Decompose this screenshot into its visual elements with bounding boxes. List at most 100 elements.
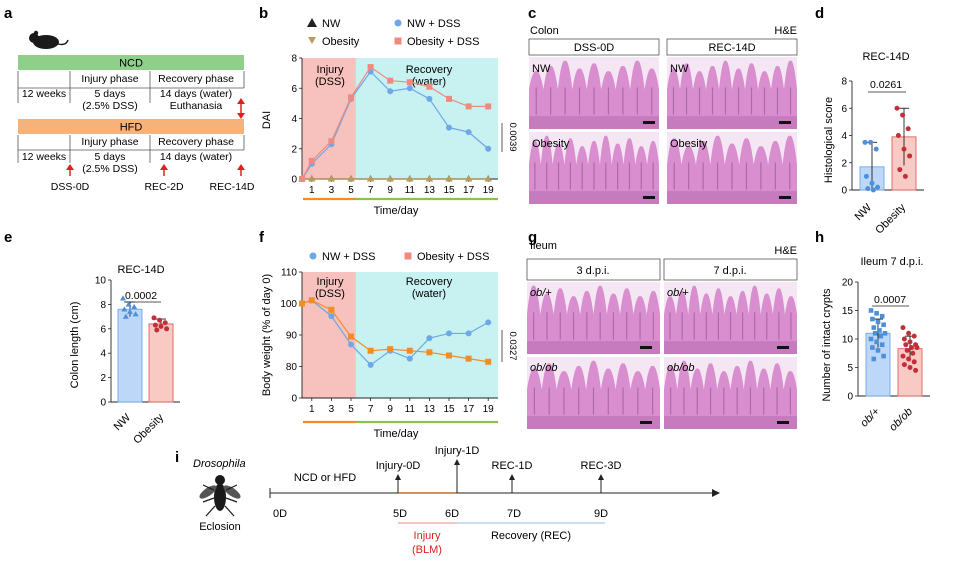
col-header-2: 7 d.p.i.: [713, 265, 746, 277]
x-tick-label: 5: [348, 185, 354, 196]
data-point: [485, 145, 492, 152]
y-tick-label: 15: [842, 306, 854, 317]
pvalue: 0.0002: [125, 290, 157, 302]
data-point: [881, 322, 886, 328]
data-point: [878, 333, 884, 339]
panel-f: f Injury (DSS) Recovery (water) 0 80 90 100…: [259, 229, 518, 440]
tissue-label: Colon: [530, 25, 559, 37]
series-obesity: [298, 175, 492, 182]
x-label-nw: NW: [112, 411, 134, 433]
x-axis-label: Time/day: [374, 428, 419, 440]
y-tick-label: 0: [841, 186, 847, 197]
data-point: [485, 319, 492, 326]
recovery-region: [355, 58, 498, 179]
ncd-weeks: 12 weeks: [22, 88, 66, 100]
injury-region: [302, 272, 356, 398]
data-point: [328, 306, 335, 313]
y-tick-label: 4: [291, 114, 297, 125]
data-point: [446, 330, 452, 337]
data-point: [465, 355, 472, 362]
x-tick-label: 1: [309, 404, 315, 415]
data-point: [872, 331, 878, 336]
data-point: [868, 139, 874, 145]
col-header-1: DSS-0D: [574, 42, 614, 54]
day-5d: 5D: [393, 508, 407, 520]
ncd-recovery-phase: Recovery phase: [158, 73, 234, 85]
recovery-region: [355, 272, 498, 398]
event-arrows-icon: [395, 459, 604, 493]
data-point: [465, 175, 473, 182]
data-point: [485, 103, 492, 110]
data-point: [903, 342, 909, 348]
he-image-nw-0d: [529, 57, 659, 129]
y-axis-label: Body weight (% of day 0): [261, 274, 273, 396]
x-tick-label: 15: [443, 404, 455, 415]
data-point: [913, 367, 919, 373]
y-tick-label: 80: [286, 362, 298, 373]
data-point: [900, 112, 906, 118]
data-point: [308, 157, 315, 164]
y-tick-label: 2: [291, 144, 297, 155]
scale-bars: [640, 346, 789, 424]
event-injury-1d: Injury-1D: [435, 445, 480, 457]
timepoint-arrows-icon: [66, 164, 245, 176]
x-label-obesity: Obesity: [131, 411, 166, 446]
recovery-label: Recovery: [406, 64, 453, 76]
y-tick-label: 20: [842, 278, 854, 289]
panel-letter-e: e: [4, 229, 12, 246]
data-point: [901, 146, 907, 152]
y-tick-label: 0: [100, 398, 106, 409]
data-point: [446, 124, 452, 131]
row-label-ob-1: Obesity: [532, 138, 570, 150]
day-7d: 7D: [507, 508, 521, 520]
series-nw-dss: [299, 68, 492, 182]
x-tick-label: 7: [368, 185, 374, 196]
legend-marker-nw-dss: [394, 19, 402, 27]
x-tick-label: 17: [463, 185, 475, 196]
data-point: [862, 139, 868, 145]
eclosion-label: Eclosion: [199, 521, 241, 533]
y-tick-label: 8: [100, 300, 106, 311]
data-point: [121, 306, 128, 312]
he-image-obob-7d: [664, 357, 797, 429]
panel-d: d REC-14D 0.0261 0 2 4 6 8 Histological scor…: [815, 5, 924, 236]
day-9d: 9D: [594, 508, 608, 520]
data-point: [299, 176, 305, 182]
data-point: [157, 317, 163, 323]
data-point: [868, 336, 874, 342]
pvalue: 0.0327: [507, 331, 518, 360]
data-point: [911, 359, 917, 365]
data-point: [874, 311, 879, 316]
data-point: [865, 186, 871, 192]
recovery-label: Recovery: [406, 276, 453, 288]
legend: NW + DSS Obesity + DSS: [309, 251, 489, 263]
event-rec-3d: REC-3D: [581, 460, 622, 472]
day-0d: 0D: [273, 508, 287, 520]
x-tick-label: 19: [483, 404, 495, 415]
data-point: [869, 180, 875, 186]
x-label-obob: ob/ob: [887, 406, 915, 434]
he-image-obplus-7d: [664, 282, 797, 354]
x-axis-label: Time/day: [374, 205, 419, 217]
data-point: [870, 345, 875, 350]
chart-title: REC-14D: [117, 264, 164, 276]
data-point: [906, 330, 912, 336]
data-point: [406, 79, 413, 86]
data-point: [122, 313, 129, 319]
data-point: [328, 313, 335, 320]
col-header-2: REC-14D: [708, 42, 755, 54]
hfd-injury-phase: Injury phase: [81, 136, 138, 148]
data-point: [879, 342, 885, 347]
series-obesity-dss: [299, 297, 492, 365]
data-point: [127, 308, 133, 314]
row-label-obplus-1: ob/+: [530, 287, 552, 299]
y-tick-label: 6: [291, 84, 297, 95]
data-point: [874, 339, 879, 345]
x-label-obesity: Obesity: [873, 201, 908, 236]
tissue-muscle: [529, 116, 659, 129]
legend: NW Obesity NW + DSS Obesity + DSS: [307, 18, 479, 48]
panel-letter-h: h: [815, 229, 824, 246]
hfd-injury-days: 5 days: [95, 151, 126, 163]
x-tick-label: 7: [368, 404, 374, 415]
